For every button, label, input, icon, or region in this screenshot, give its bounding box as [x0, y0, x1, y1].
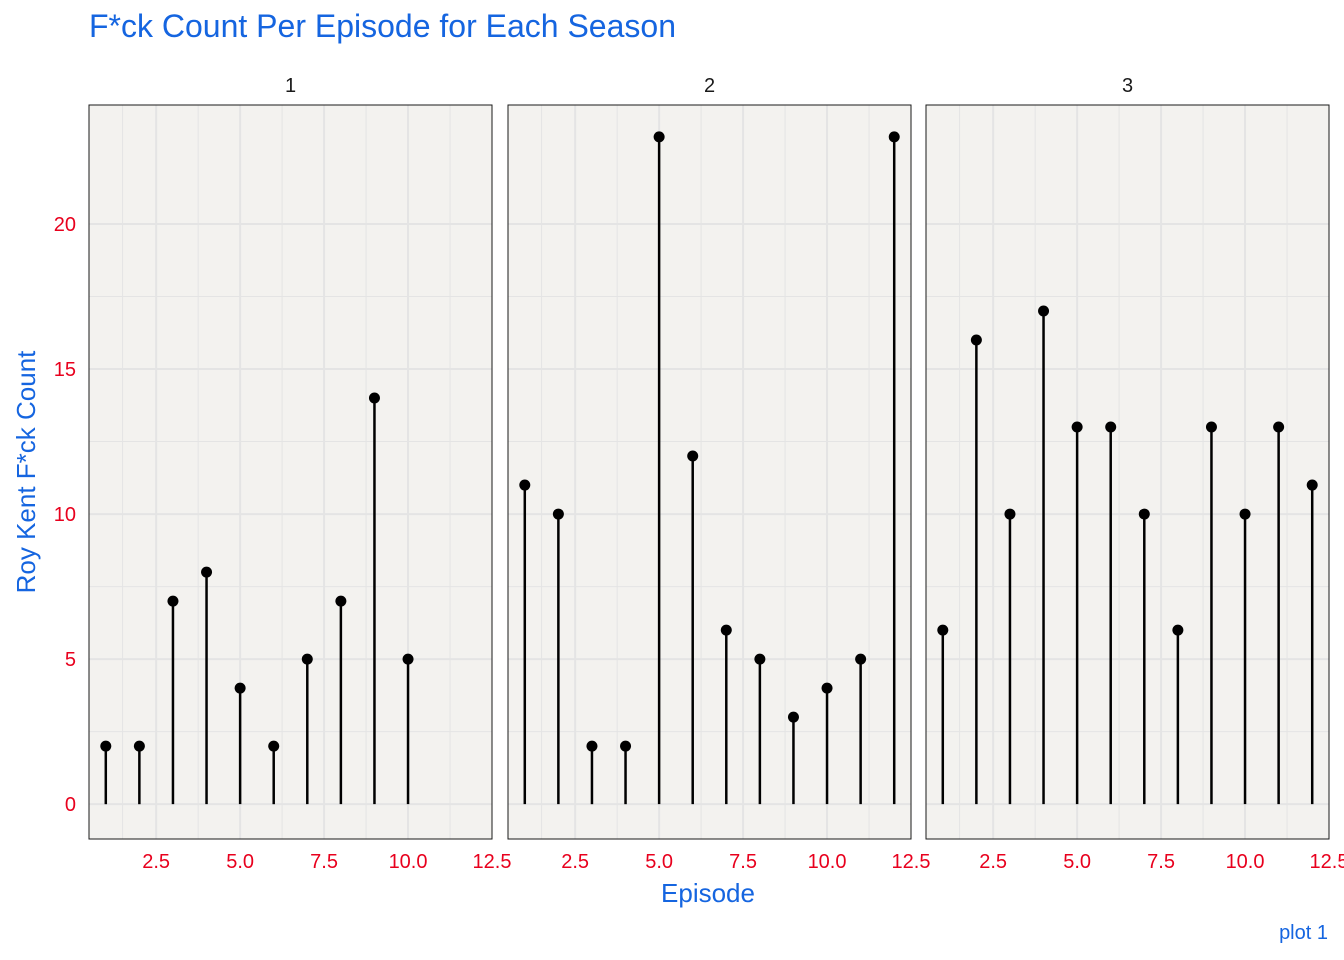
- lollipop-point: [1004, 508, 1016, 520]
- lollipop-point: [687, 450, 699, 462]
- lollipop-point: [1306, 479, 1318, 491]
- facet-strip-label: 3: [1122, 75, 1133, 97]
- y-tick-label: 10: [54, 504, 76, 526]
- lollipop-point: [1205, 421, 1217, 433]
- lollipop-point: [234, 682, 246, 694]
- y-tick-label: 15: [54, 359, 76, 381]
- x-tick-label: 5.0: [226, 851, 254, 873]
- lollipop-point: [402, 653, 414, 665]
- lollipop-point: [335, 595, 347, 607]
- facet-strip-label: 2: [704, 75, 715, 97]
- lollipop-point: [133, 740, 145, 752]
- lollipop-point: [368, 392, 380, 404]
- x-tick-label: 7.5: [1147, 851, 1175, 873]
- lollipop-point: [620, 740, 632, 752]
- lollipop-point: [519, 479, 531, 491]
- lollipop-point: [970, 334, 982, 346]
- x-tick-label: 7.5: [729, 851, 757, 873]
- panel-background: [926, 105, 1329, 839]
- facet-panel-3: 3 2.5 5.0 7.5 10.0 12.5: [925, 75, 1344, 873]
- x-tick-label: 10.0: [1226, 851, 1265, 873]
- lollipop-point: [855, 653, 867, 665]
- panel-background: [89, 105, 492, 839]
- lollipop-point: [821, 682, 833, 694]
- y-tick-label: 20: [54, 214, 76, 236]
- lollipop-point: [937, 624, 949, 636]
- x-tick-label: 2.5: [979, 851, 1007, 873]
- plot-caption: plot 1: [1279, 922, 1328, 944]
- lollipop-point: [586, 740, 598, 752]
- lollipop-point: [301, 653, 313, 665]
- lollipop-point: [720, 624, 732, 636]
- lollipop-point: [653, 131, 665, 143]
- y-axis-title: Roy Kent F*ck Count: [11, 350, 41, 594]
- x-tick-label: 12.5: [473, 851, 512, 873]
- lollipop-point: [1071, 421, 1083, 433]
- x-tick-label: 2.5: [561, 851, 589, 873]
- lollipop-point: [1239, 508, 1251, 520]
- lollipop-point: [1038, 305, 1050, 317]
- x-axis-title: Episode: [661, 878, 755, 908]
- panel-border: [925, 104, 1330, 840]
- lollipop-point: [552, 508, 564, 520]
- lollipop-point: [268, 740, 280, 752]
- panel-background: [508, 105, 911, 839]
- panel-border: [507, 104, 912, 840]
- lollipop-point: [100, 740, 112, 752]
- lollipop-point: [167, 595, 179, 607]
- x-tick-label: 2.5: [142, 851, 170, 873]
- x-tick-label: 12.5: [892, 851, 931, 873]
- x-tick-label: 5.0: [1063, 851, 1091, 873]
- panel-border: [88, 104, 493, 840]
- lollipop-point: [1172, 624, 1184, 636]
- lollipop-point: [888, 131, 900, 143]
- chart-title: F*ck Count Per Episode for Each Season: [89, 8, 676, 44]
- y-tick-label: 0: [65, 794, 76, 816]
- facet-strip-label: 1: [285, 75, 296, 97]
- x-tick-label: 12.5: [1310, 851, 1344, 873]
- x-tick-label: 10.0: [808, 851, 847, 873]
- lollipop-point: [1138, 508, 1150, 520]
- x-tick-label: 7.5: [310, 851, 338, 873]
- y-tick-label: 5: [65, 649, 76, 671]
- facet-panel-1: 12.5 5.0 7.5 10.0 12.5: [88, 75, 512, 873]
- x-tick-label: 5.0: [645, 851, 673, 873]
- x-tick-label: 10.0: [389, 851, 428, 873]
- lollipop-point: [1273, 421, 1285, 433]
- facet-panel-2: 2 2.5 5.0 7.5 10.0 12.5: [507, 75, 931, 873]
- lollipop-point: [754, 653, 766, 665]
- lollipop-point: [201, 566, 213, 578]
- lollipop-point: [1105, 421, 1117, 433]
- lollipop-point: [787, 711, 799, 723]
